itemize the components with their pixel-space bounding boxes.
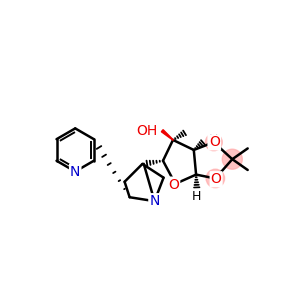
- Text: O: O: [209, 135, 220, 149]
- Text: H: H: [192, 190, 202, 203]
- Circle shape: [206, 169, 225, 188]
- Polygon shape: [161, 130, 173, 140]
- Text: H: H: [208, 134, 218, 146]
- Text: O: O: [168, 178, 179, 192]
- Text: O: O: [211, 172, 222, 186]
- Text: OH: OH: [136, 124, 158, 138]
- Text: N: N: [70, 164, 80, 178]
- Text: N: N: [149, 194, 160, 208]
- Circle shape: [222, 149, 242, 169]
- Circle shape: [205, 134, 222, 151]
